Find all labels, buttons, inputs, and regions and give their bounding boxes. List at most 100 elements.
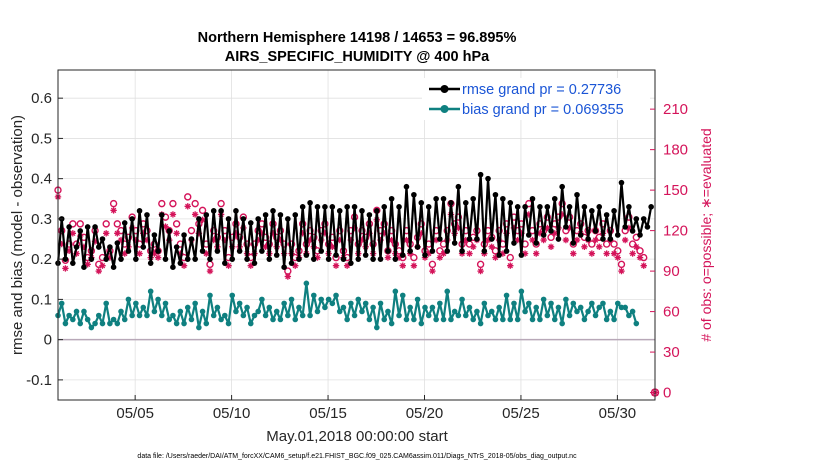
obs-possible-point xyxy=(361,233,370,242)
rmse-point xyxy=(548,228,554,234)
obs-evaluated-point xyxy=(629,250,636,257)
rmse-point xyxy=(333,252,339,258)
obs-possible-point xyxy=(610,240,618,248)
obs-evaluated-point xyxy=(332,262,340,269)
obs-evaluated-point xyxy=(388,236,395,244)
bias-point xyxy=(488,308,495,315)
obs-possible-point xyxy=(124,233,133,242)
obs-evaluated-point xyxy=(640,262,647,269)
obs-evaluated-point xyxy=(206,267,214,275)
bias-point xyxy=(370,304,376,311)
rmse-point xyxy=(518,252,525,258)
chart-subtitle: AIRS_SPECIFIC_HUMIDITY @ 400 hPa xyxy=(225,49,490,65)
bias-point xyxy=(310,292,317,299)
rmse-point xyxy=(437,236,443,242)
bias-point xyxy=(418,320,425,327)
obs-evaluated-point xyxy=(581,243,588,251)
obs-evaluated-point xyxy=(95,267,102,275)
bias-point xyxy=(344,316,350,323)
obs-evaluated-point xyxy=(117,236,125,244)
obs-evaluated-point xyxy=(99,262,106,269)
bias-point xyxy=(414,296,421,303)
rmse-point xyxy=(418,200,425,206)
rmse-point xyxy=(385,248,391,254)
obs-evaluated-point xyxy=(58,240,65,248)
rmse-point xyxy=(184,256,191,262)
rmse-point xyxy=(648,204,654,210)
data-file-footnote: data file: /Users/raeder/DAI/ATM_forcXX/… xyxy=(137,453,577,460)
rmse-point xyxy=(577,232,584,238)
obs-evaluated-point xyxy=(432,236,440,244)
obs-evaluated-point xyxy=(336,236,343,244)
obs-evaluated-point xyxy=(377,236,384,244)
rmse-point xyxy=(262,212,269,218)
bias-point xyxy=(84,316,91,323)
bias-point xyxy=(396,312,402,319)
obs-evaluated-point xyxy=(477,267,484,275)
obs-possible-point xyxy=(102,220,110,228)
bias-point xyxy=(600,300,606,307)
bias-point xyxy=(566,312,573,319)
obs-evaluated-point xyxy=(62,265,69,272)
obs-evaluated-point xyxy=(514,236,521,244)
obs-possible-point xyxy=(428,260,437,269)
bias-point xyxy=(199,308,206,315)
rmse-point xyxy=(496,252,502,258)
y2-tick-label: 60 xyxy=(663,304,680,321)
y-tick-label: 0.2 xyxy=(31,251,52,268)
rmse-point xyxy=(566,204,573,210)
rmse-point xyxy=(448,200,454,206)
bias-point xyxy=(229,292,236,299)
rmse-point xyxy=(147,260,154,266)
y-tick-label: 0.5 xyxy=(31,130,52,147)
obs-evaluated-point xyxy=(84,261,91,268)
bias-point xyxy=(166,316,173,323)
rmse-point xyxy=(366,212,373,218)
bias-point xyxy=(266,304,273,311)
bias-point xyxy=(251,312,258,319)
obs-evaluated-point xyxy=(518,230,525,237)
rmse-point xyxy=(318,248,325,254)
bias-point xyxy=(244,304,250,311)
obs-evaluated-point xyxy=(610,250,618,257)
rmse-point xyxy=(188,236,195,242)
rmse-point xyxy=(173,244,180,250)
obs-evaluated-point xyxy=(425,250,432,257)
bias-point xyxy=(292,316,299,323)
obs-evaluated-point xyxy=(221,236,229,244)
obs-evaluated-point xyxy=(140,230,147,237)
obs-evaluated-point xyxy=(466,250,473,257)
bias-point xyxy=(399,292,406,299)
obs-evaluated-point xyxy=(347,236,355,244)
x-tick-label: 05/25 xyxy=(502,405,540,422)
bias-point xyxy=(277,316,284,323)
bias-point xyxy=(158,312,165,319)
rmse-series xyxy=(55,171,654,270)
obs-possible-point xyxy=(158,199,166,208)
rmse-point xyxy=(240,216,247,222)
x-tick-label: 05/20 xyxy=(406,405,444,422)
rmse-point xyxy=(614,232,621,238)
bias-point xyxy=(110,316,117,323)
obs-evaluated-point xyxy=(329,243,336,251)
bias-point xyxy=(500,316,506,323)
bias-point xyxy=(551,316,558,323)
bias-point xyxy=(540,296,547,303)
bias-point xyxy=(496,304,502,311)
bias-point xyxy=(611,316,617,323)
rmse-point xyxy=(637,232,643,238)
rmse-point xyxy=(644,224,651,230)
rmse-point xyxy=(196,216,202,222)
rmse-point xyxy=(259,248,265,254)
obs-evaluated-point xyxy=(121,250,128,257)
bias-point xyxy=(70,316,76,323)
obs-possible-point xyxy=(287,240,296,248)
rmse-point xyxy=(414,244,421,250)
rmse-point xyxy=(607,236,614,242)
rmse-point xyxy=(392,256,399,262)
rmse-point xyxy=(225,216,232,222)
rmse-point xyxy=(514,204,521,210)
rmse-point xyxy=(433,195,439,202)
obs-evaluated-point xyxy=(547,243,555,251)
rmse-point xyxy=(362,252,369,258)
